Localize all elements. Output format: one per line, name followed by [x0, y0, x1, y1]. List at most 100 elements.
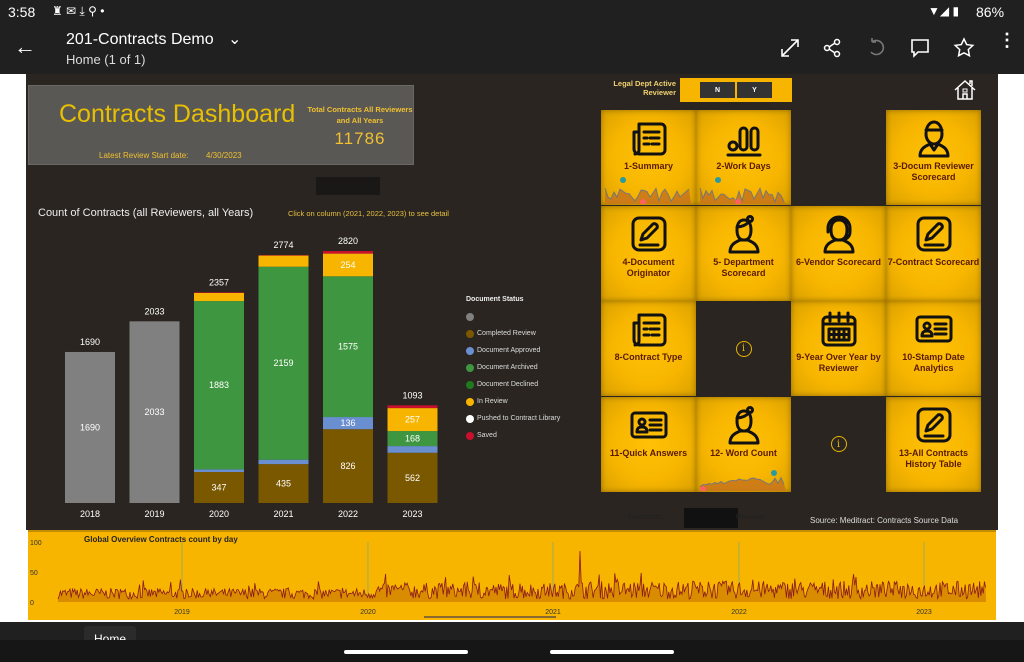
- legend-swatch: [466, 346, 474, 355]
- headset-person-icon: [823, 215, 854, 253]
- nav-tile-10[interactable]: 10-Stamp Date Analytics: [886, 301, 981, 396]
- report-title[interactable]: 201-Contracts Demo: [66, 31, 214, 48]
- daily-count-line-chart[interactable]: 100 50 0 2019 2020 2021 2022 2023: [28, 532, 996, 620]
- nav-handle[interactable]: [344, 650, 468, 654]
- contracts-bar-chart[interactable]: 1690 1690 2018 2033 2033 2019 347 1883 2357 2020 4…: [40, 225, 450, 525]
- legend-item[interactable]: Pushed to Contract Library: [466, 410, 596, 427]
- bar-segment[interactable]: [65, 351, 115, 503]
- expand-icon[interactable]: [778, 36, 802, 60]
- bar-segment[interactable]: [194, 469, 244, 472]
- nav-tile-3[interactable]: 3-Docum Reviewer Scorecard: [886, 110, 981, 205]
- total-label: 2820: [338, 236, 358, 246]
- bar-2023[interactable]: [387, 405, 438, 503]
- slicer-option-y[interactable]: Y: [737, 82, 772, 98]
- bar-segment[interactable]: [323, 276, 373, 418]
- tile-label: 11-Quick Answers: [609, 447, 688, 458]
- legend-label: Document Declined: [477, 381, 539, 388]
- bar-segment[interactable]: [258, 464, 309, 503]
- clock: 3:58: [8, 4, 36, 20]
- legend-swatch: [466, 363, 474, 372]
- timeline-title: Global Overview Contracts count by day: [84, 535, 238, 544]
- hidden-button[interactable]: [316, 177, 380, 195]
- share-icon[interactable]: [820, 36, 844, 60]
- bar-segment[interactable]: [258, 255, 309, 267]
- reviewer-person-icon: [918, 120, 949, 158]
- legend-item[interactable]: Document Approved: [466, 342, 596, 359]
- contracts-button[interactable]: Contracts...: [628, 514, 667, 521]
- more-options-icon[interactable]: ⋮: [998, 30, 1016, 50]
- bar-segment[interactable]: [258, 459, 309, 465]
- x-tick-label: 2023: [916, 609, 932, 616]
- legend-item[interactable]: Completed Review: [466, 325, 596, 342]
- reviews-button[interactable]: Reviews.: [736, 514, 766, 521]
- legend-item[interactable]: Document Declined: [466, 376, 596, 393]
- legend-swatch: [466, 397, 474, 406]
- nav-tile-7[interactable]: 7-Contract Scorecard: [886, 205, 981, 301]
- nav-tile-6[interactable]: 6-Vendor Scorecard: [791, 205, 886, 301]
- sparkline: [604, 177, 691, 204]
- bar-segment[interactable]: [323, 251, 373, 254]
- star-icon[interactable]: [952, 36, 976, 60]
- edit-pen-icon: [916, 216, 951, 251]
- nav-tile-13[interactable]: 13-All Contracts History Table: [886, 396, 981, 492]
- bar-segment[interactable]: [387, 452, 438, 503]
- legend-label: Completed Review: [477, 330, 536, 337]
- info-icon[interactable]: i: [735, 340, 752, 357]
- nav-tile-12[interactable]: 12- Word Count: [696, 396, 791, 492]
- comment-icon[interactable]: [908, 36, 932, 60]
- info-icon[interactable]: i: [830, 436, 847, 452]
- nav-tile-9[interactable]: 9-Year Over Year by Reviewer: [791, 301, 886, 396]
- bar-segment[interactable]: [387, 446, 438, 453]
- header-panel: Contracts Dashboard Total Contracts All …: [28, 85, 414, 165]
- legend-title: Document Status: [466, 296, 524, 303]
- tile-label: 3-Docum Reviewer Scorecard: [893, 161, 974, 182]
- home-icon[interactable]: [953, 78, 977, 102]
- bar-segment[interactable]: [323, 429, 373, 503]
- legend-swatch: [466, 312, 474, 321]
- nav-handle[interactable]: [550, 650, 674, 654]
- nav-tile-1[interactable]: 1-Summary: [601, 110, 696, 205]
- hidden-nav-button[interactable]: [684, 508, 738, 528]
- legend-item[interactable]: Document Archived: [466, 359, 596, 376]
- segment-label: 1575: [338, 342, 358, 352]
- bar-segment[interactable]: [387, 431, 438, 447]
- segment-label: 1883: [209, 380, 229, 390]
- page-subtitle: Home (1 of 1): [66, 52, 146, 67]
- nav-tile-2[interactable]: 2-Work Days: [696, 110, 791, 205]
- y-tick-label: 50: [30, 570, 38, 577]
- bar-segment[interactable]: [323, 417, 373, 430]
- horizontal-scrollbar[interactable]: [424, 616, 556, 618]
- legend-swatch: [466, 414, 474, 423]
- bar-segment[interactable]: [387, 405, 438, 409]
- nav-tile-4[interactable]: 4-Document Originator: [601, 205, 696, 301]
- nav-tile-11[interactable]: 11-Quick Answers: [601, 396, 696, 492]
- y-tick-label: 100: [30, 540, 42, 547]
- slicer-option-n[interactable]: N: [700, 82, 735, 98]
- bar-2020[interactable]: [194, 292, 244, 503]
- bar-2019[interactable]: [129, 321, 180, 503]
- tile-label: 13-All Contracts History Table: [898, 447, 969, 469]
- bar-segment[interactable]: [323, 253, 373, 277]
- legend-item[interactable]: Saved: [466, 427, 596, 444]
- legend-item[interactable]: In Review: [466, 393, 596, 410]
- slicer-label: Legal Dept Active Reviewer: [613, 79, 676, 97]
- segment-label: 2033: [144, 407, 164, 417]
- bar-2022[interactable]: [323, 251, 373, 503]
- bar-segment[interactable]: [194, 292, 244, 293]
- back-arrow-icon[interactable]: ←: [14, 34, 36, 59]
- chevron-down-icon[interactable]: ⌄: [228, 31, 242, 48]
- x-tick-label: 2022: [338, 509, 358, 519]
- bar-segment[interactable]: [129, 321, 180, 503]
- legend-item[interactable]: [466, 308, 596, 325]
- bar-segment[interactable]: [387, 408, 438, 432]
- nav-tile-8[interactable]: 8-Contract Type: [601, 301, 696, 396]
- nav-tile-5[interactable]: 5- Department Scorecard: [696, 205, 791, 301]
- bar-segment[interactable]: [258, 266, 309, 460]
- undo-icon[interactable]: [864, 36, 888, 60]
- bar-segment[interactable]: [194, 301, 244, 470]
- bar-segment[interactable]: [194, 293, 244, 302]
- notification-icons: ♜ ✉ ⤓ ⚲ •: [52, 4, 105, 18]
- bar-2018[interactable]: [65, 351, 115, 503]
- bar-segment[interactable]: [194, 471, 244, 503]
- bar-2021[interactable]: [258, 255, 309, 503]
